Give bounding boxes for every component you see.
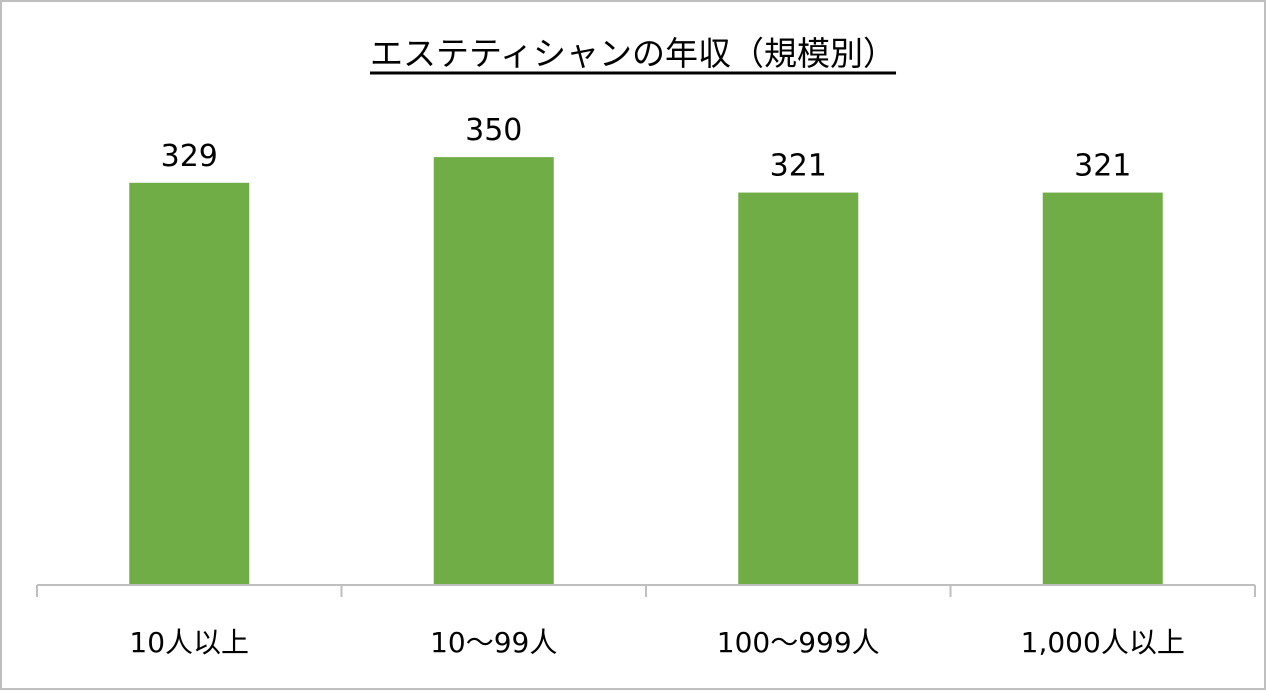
bar [1042,192,1163,585]
data-label: 321 [770,149,827,184]
bar [129,182,250,586]
x-tick-label: 10人以上 [129,626,249,659]
bar [738,192,859,585]
x-tick-label: 100～999人 [717,626,880,659]
data-label: 329 [161,139,218,174]
data-label: 321 [1074,149,1131,184]
chart-title: エステティシャンの年収（規模別） [370,34,896,73]
data-label: 350 [465,113,522,148]
bar [433,157,554,585]
x-tick-label: 1,000人以上 [1021,626,1185,659]
x-tick-label: 10～99人 [430,626,557,659]
